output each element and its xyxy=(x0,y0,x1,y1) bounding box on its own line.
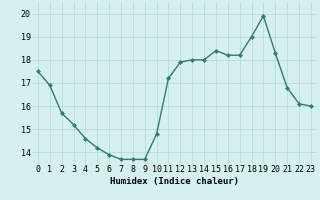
X-axis label: Humidex (Indice chaleur): Humidex (Indice chaleur) xyxy=(110,177,239,186)
